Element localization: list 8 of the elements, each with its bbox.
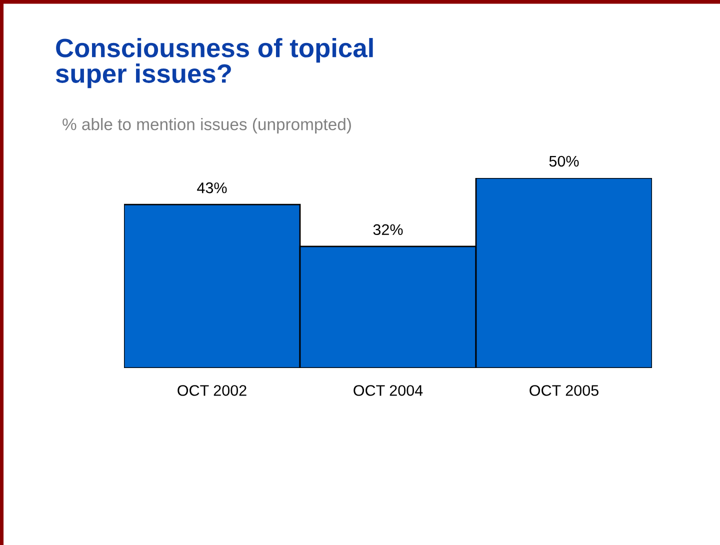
data-label: 32% <box>373 224 403 236</box>
data-label: 50% <box>549 156 579 167</box>
x-tick-label: OCT 2002 <box>178 385 246 396</box>
chart-subtitle: % able to mention issues (unprompted) <box>62 118 351 134</box>
data-label: 43% <box>197 182 227 194</box>
x-tick-label: OCT 2004 <box>354 385 423 396</box>
chart-title: Consciousness of topical super issues? <box>56 38 373 88</box>
x-tick-label: OCT 2005 <box>530 385 598 396</box>
